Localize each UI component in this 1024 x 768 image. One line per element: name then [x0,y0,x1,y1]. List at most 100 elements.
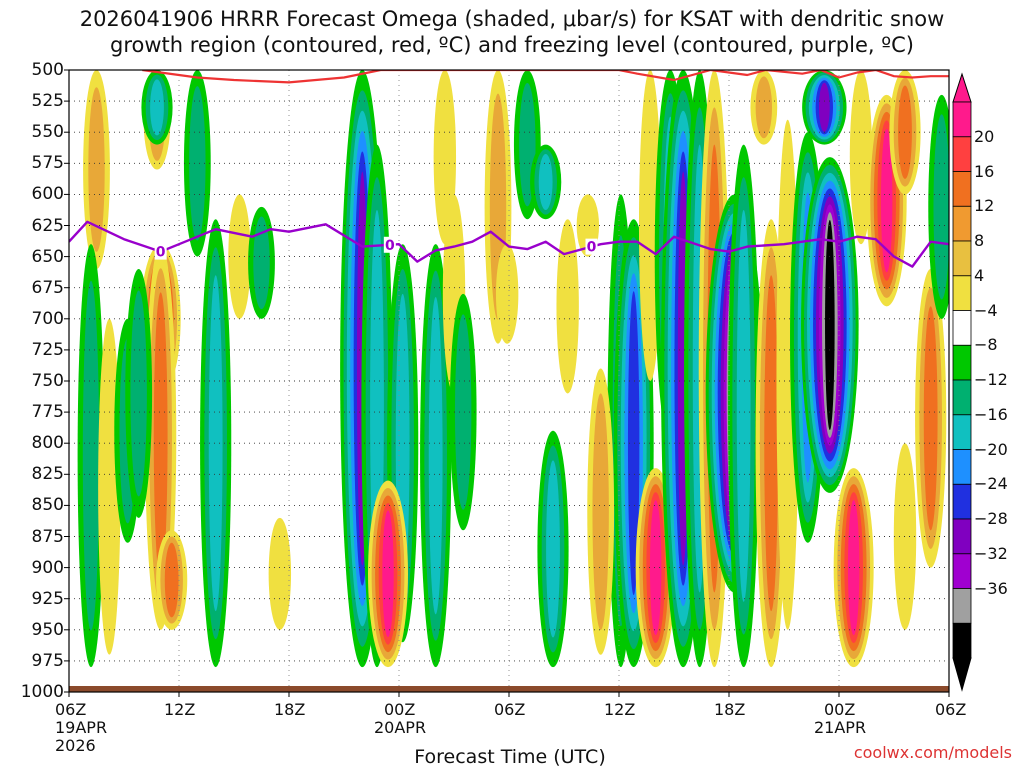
x-tick-year: 2026 [55,736,96,755]
y-tick-label: 675 [31,277,64,298]
y-tick-label: 550 [31,122,64,143]
colorbar-label: 12 [974,196,995,216]
omega-shade [893,443,917,630]
y-tick-label: 750 [31,371,64,391]
omega-cell [141,70,173,145]
colorbar-label: −20 [974,439,1008,459]
colorbar-swatch [952,518,972,555]
freezing-level-label: 0 [587,240,597,256]
freezing-level-label: 0 [156,245,166,261]
omega-shade [649,500,662,636]
omega-cell [587,368,615,655]
colorbar-bottom-arrow [952,657,972,692]
omega-cell [556,219,579,394]
omega-cell [889,70,921,195]
omega-cell [248,206,275,319]
omega-shade [627,291,640,596]
colorbar-label: 20 [974,126,995,146]
omega-shade [538,153,553,210]
x-tick-date: 19APR [55,718,108,737]
x-tick-label: 00Z [824,700,856,719]
y-tick-label: 525 [31,91,64,112]
omega-shade [847,500,860,636]
y-tick-label: 650 [31,246,64,267]
y-tick-label: 900 [31,557,64,578]
colorbar-label: −36 [974,578,1008,598]
omega-shade [556,219,579,394]
freezing-label-bg [585,238,598,255]
x-tick-label: 12Z [604,700,636,719]
y-tick-label: 600 [31,184,64,205]
omega-shade [88,87,105,252]
credit-text[interactable]: coolwx.com/models [853,743,1012,762]
omega-shade [933,114,949,300]
chart-title-line2: growth region (contoured, red, ºC) and f… [110,33,914,57]
omega-cell [83,70,110,270]
x-tick-date: 21APR [814,718,867,737]
omega-cell [833,468,874,668]
omega-cell [495,244,519,344]
omega-shade [189,86,206,241]
x-tick-label: 18Z [714,700,746,719]
omega-shade [825,220,835,431]
omega-shade [736,209,751,602]
y-tick-label: 825 [31,464,64,485]
omega-cell [928,94,949,319]
omega-cell [368,480,408,668]
colorbar-swatch [952,310,972,346]
omega-cell [183,70,211,257]
freezing-label-bg [154,243,167,260]
y-tick-label: 575 [31,153,64,174]
colorbar-swatch [952,483,972,520]
colorbar-label: −32 [974,543,1008,563]
colorbar-swatch [952,171,972,207]
x-tick-date: 20APR [374,718,427,737]
omega-cell [801,157,859,493]
omega-shade [495,244,519,344]
omega-cell [125,269,153,518]
omega-cell [915,269,947,568]
omega-cell [433,70,457,245]
omega-cell [530,144,562,220]
colorbar-label: 8 [974,231,985,250]
x-tick-label: 06Z [55,700,87,719]
omega-shade [880,128,893,273]
surface-terrain [69,686,949,692]
omega-shade [428,297,443,615]
y-tick-label: 775 [31,402,64,423]
omega-cell [802,70,847,145]
y-tick-label: 700 [31,308,64,329]
omega-cell [268,517,292,630]
omega-shade [546,460,560,638]
y-tick-label: 625 [31,215,64,236]
dgz-contour-line [142,70,949,84]
colorbar-label: 4 [974,265,985,285]
omega-shade [898,85,912,179]
colorbar-swatch [952,205,972,242]
omega-shade [150,79,164,136]
y-tick-label: 725 [31,339,64,360]
colorbar-swatch [952,275,972,311]
chart-title-line1: 2026041906 HRRR Forecast Omega (shaded, … [79,7,945,31]
y-tick-label: 500 [31,60,64,80]
omega-shade [268,517,292,630]
colorbar-swatch [952,588,972,624]
omega-cell [537,430,569,668]
omega-shade [849,70,873,245]
colorbar-swatch [952,136,972,173]
y-tick-label: 800 [31,433,64,454]
omega-shade [253,216,270,310]
colorbar-swatch [952,622,972,659]
omega-cell [200,219,232,668]
omega-shade [923,306,938,531]
x-tick-label: 00Z [384,700,416,719]
omega-shade [82,280,100,631]
y-tick-label: 975 [31,650,64,671]
omega-shade [592,393,609,630]
colorbar-label: −28 [974,509,1008,528]
y-tick-label: 925 [31,588,64,609]
omega-shade [764,275,779,612]
omega-shade [208,275,223,612]
colorbar-swatch [952,414,972,450]
freezing-level-label: 0 [385,238,395,254]
